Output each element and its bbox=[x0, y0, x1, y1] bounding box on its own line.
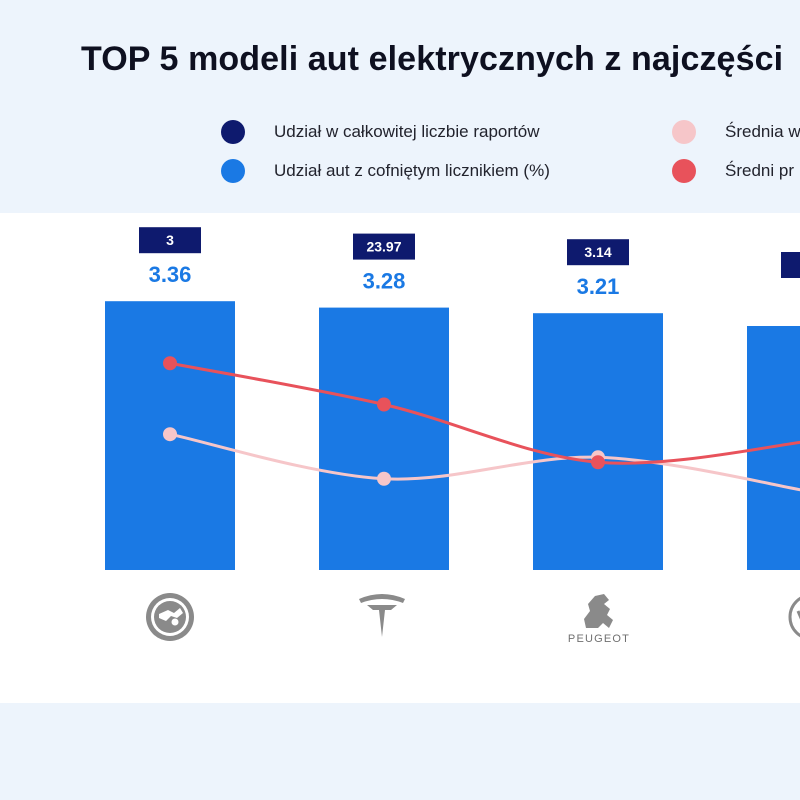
bar bbox=[319, 307, 449, 570]
partial-logo-icon bbox=[788, 596, 800, 638]
tesla-logo-icon bbox=[359, 594, 405, 637]
logos-group: PEUGEOT bbox=[146, 593, 800, 645]
average-red-series-point bbox=[377, 397, 391, 412]
legend-marker-reports-share bbox=[221, 120, 245, 144]
bar-value-label: 3.36 bbox=[149, 262, 192, 287]
average-light-series-point bbox=[163, 427, 177, 442]
report-share-box bbox=[567, 239, 629, 266]
report-share-label: 3 bbox=[166, 232, 174, 248]
average-red-series-point bbox=[591, 455, 605, 470]
bar-value-label: 3.28 bbox=[363, 269, 406, 294]
legend-marker-average-red bbox=[672, 159, 696, 183]
report-share-box bbox=[353, 233, 415, 260]
lines-group bbox=[163, 356, 800, 492]
average-red-series-point bbox=[163, 356, 177, 371]
legend-label-rolled-back-share: Udział aut z cofniętym licznikiem (%) bbox=[274, 161, 550, 180]
legend-marker-average-light bbox=[672, 120, 696, 144]
peugeot-logo-icon: PEUGEOT bbox=[568, 594, 630, 645]
average-light-series-line bbox=[169, 432, 800, 492]
legend-marker-rolled-back-share bbox=[221, 159, 245, 183]
average-light-series-point bbox=[377, 471, 391, 486]
report-share-box bbox=[781, 252, 800, 278]
skoda-logo-icon bbox=[146, 593, 194, 641]
report-share-label: 3.14 bbox=[584, 244, 611, 260]
bars-group bbox=[105, 301, 800, 570]
chart-title: TOP 5 modeli aut elektrycznych z najczęś… bbox=[81, 40, 784, 78]
report-share-box bbox=[139, 227, 201, 254]
value-labels-group: 3.363.283.212 bbox=[149, 262, 620, 299]
legend-label-average-red: Średni pr bbox=[725, 161, 794, 180]
bar bbox=[533, 313, 663, 570]
bar-value-label: 3.21 bbox=[577, 274, 620, 299]
legend-label-average-light: Średnia w bbox=[725, 122, 800, 141]
report-share-label: 23.97 bbox=[366, 239, 401, 255]
legend-label-reports-share: Udział w całkowitej liczbie raportów bbox=[274, 122, 540, 141]
peugeot-wordmark: PEUGEOT bbox=[568, 633, 630, 645]
average-red-series-line bbox=[169, 361, 800, 465]
count-labels-group: 3 23.97 3.14 bbox=[139, 227, 800, 278]
